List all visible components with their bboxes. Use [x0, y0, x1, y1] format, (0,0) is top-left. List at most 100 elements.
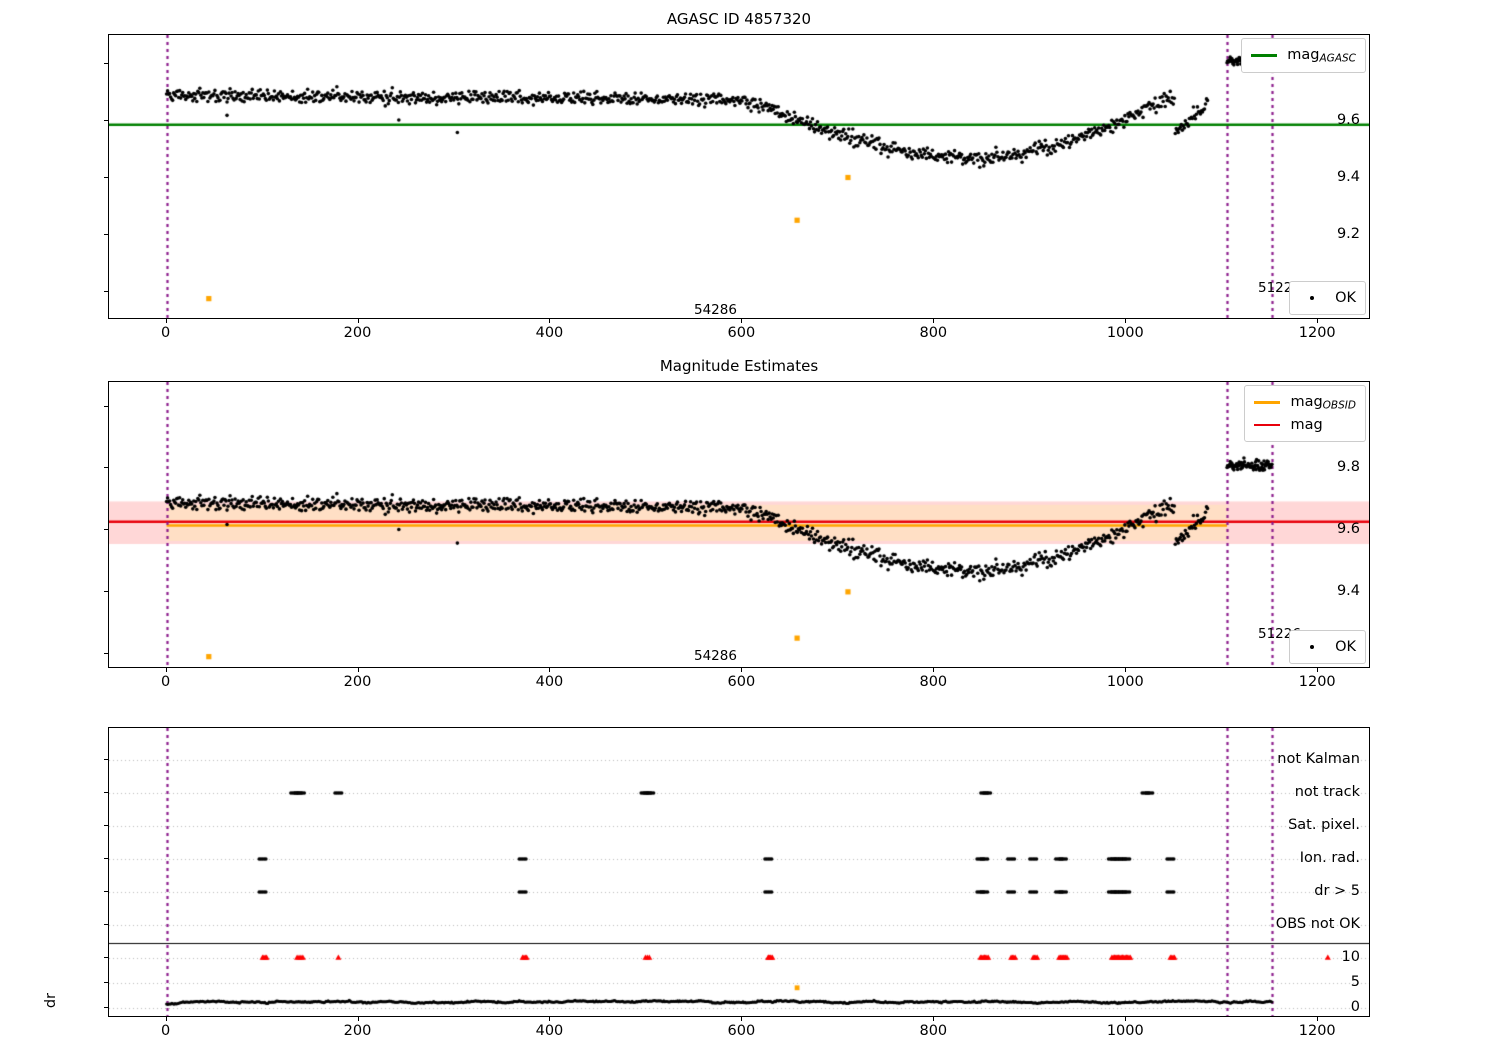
x-tick-mark — [1125, 668, 1127, 672]
y-tick-mark — [104, 529, 108, 531]
legend-middle-points[interactable]: OK — [1289, 629, 1366, 664]
x-tick-label: 400 — [535, 1023, 564, 1039]
dr-tick-label: 5 — [1350, 973, 1360, 990]
x-tick-mark — [165, 319, 167, 323]
mag-agasc-line-icon — [1251, 54, 1278, 57]
y-tick-mark — [104, 405, 108, 407]
y-tick-label: 9.6 — [1336, 521, 1360, 538]
ok-point-icon — [1299, 295, 1325, 300]
x-tick-mark — [1125, 1017, 1127, 1021]
dr-tick-label: 0 — [1350, 998, 1360, 1015]
x-tick-label: 0 — [160, 1023, 171, 1039]
x-tick-label: 400 — [535, 325, 564, 341]
x-tick-mark — [165, 1017, 167, 1021]
x-tick-mark — [933, 319, 935, 323]
x-tick-label: 1000 — [1106, 674, 1144, 690]
flag-label-not-track: not track — [1294, 784, 1360, 800]
x-tick-mark — [165, 668, 167, 672]
x-axis-top: 0 200 400 600 800 1000 1200 — [108, 319, 1370, 345]
ok-point-icon — [1299, 644, 1325, 649]
y-tick-label: 9.4 — [1336, 168, 1360, 185]
y-tick-mark — [104, 290, 108, 292]
y-tick-mark — [104, 1006, 108, 1008]
y-tick-mark — [104, 924, 108, 925]
legend-middle-lines[interactable]: magOBSID mag — [1244, 385, 1366, 443]
axes-top — [108, 34, 1370, 319]
x-tick-mark — [741, 319, 743, 323]
x-tick-label: 1000 — [1106, 1023, 1144, 1039]
legend-top-points[interactable]: OK — [1289, 280, 1366, 315]
dr-tick-label: 10 — [1341, 948, 1360, 965]
y-tick-mark — [104, 119, 108, 121]
legend-label-ok-mid: OK — [1335, 638, 1356, 655]
x-tick-mark — [549, 1017, 551, 1021]
scatter-canvas-top — [109, 35, 1369, 318]
y-tick-label: 9.6 — [1336, 111, 1360, 128]
x-tick-label: 0 — [160, 325, 171, 341]
panel-flags-and-dr: not Kalman not track Sat. pixel. Ion. rad. d… — [43, 727, 1370, 1039]
x-tick-mark — [1125, 319, 1127, 323]
x-tick-label: 1200 — [1298, 674, 1336, 690]
flag-label-not-kalman: not Kalman — [1277, 751, 1360, 767]
x-tick-label: 600 — [727, 674, 756, 690]
legend-row-mag: mag — [1254, 414, 1356, 436]
y-tick-label: 9.2 — [1336, 225, 1360, 242]
x-tick-mark — [549, 668, 551, 672]
legend-label-ok: OK — [1335, 289, 1356, 306]
y-tick-mark — [104, 62, 108, 64]
x-tick-mark — [1317, 1017, 1319, 1021]
y-tick-mark — [104, 590, 108, 592]
x-tick-mark — [741, 1017, 743, 1021]
y-tick-mark — [104, 981, 108, 983]
x-tick-label: 0 — [160, 674, 171, 690]
legend-label-mag-obsid: magOBSID — [1290, 394, 1356, 412]
y-tick-mark — [104, 825, 108, 826]
x-tick-mark — [357, 1017, 359, 1021]
x-tick-mark — [933, 668, 935, 672]
legend-row-mag-obsid: magOBSID — [1254, 391, 1356, 414]
mag-obsid-line-icon — [1254, 401, 1281, 404]
panel-magnitude-agasc: AGASC ID 4857320 9.09.29.49.69.8 0200400… — [104, 10, 1370, 341]
dr-axis-label: dr — [43, 993, 60, 1009]
axes-bottom — [108, 727, 1370, 1017]
mag-line-icon — [1254, 423, 1281, 427]
x-tick-label: 200 — [343, 674, 372, 690]
panel-title-magnitude-estimates: Magnitude Estimates — [659, 357, 819, 375]
x-tick-label: 600 — [727, 1023, 756, 1039]
figure-title: AGASC ID 4857320 — [666, 10, 812, 28]
y-tick-mark — [104, 467, 108, 469]
x-tick-mark — [1317, 319, 1319, 323]
x-tick-label: 200 — [343, 1023, 372, 1039]
flag-label-ion-rad: Ion. rad. — [1299, 850, 1360, 866]
y-tick-mark — [104, 176, 108, 178]
legend-label-mag-agasc: magAGASC — [1287, 47, 1356, 65]
x-tick-mark — [933, 1017, 935, 1021]
legend-label-mag: mag — [1290, 416, 1323, 433]
flag-label-obs-not-ok: OBS not OK — [1275, 916, 1360, 932]
y-tick-label: 9.4 — [1336, 582, 1360, 599]
y-tick-mark — [104, 652, 108, 654]
flag-label-sat-pixel: Sat. pixel. — [1288, 817, 1360, 833]
x-axis-middle: 0 200 400 600 800 1000 1200 — [108, 668, 1370, 694]
x-tick-label: 400 — [535, 674, 564, 690]
x-tick-label: 600 — [727, 325, 756, 341]
x-tick-mark — [357, 668, 359, 672]
x-tick-label: 1000 — [1106, 325, 1144, 341]
x-tick-label: 800 — [919, 325, 948, 341]
legend-row-ok-mid: OK — [1299, 636, 1356, 658]
x-tick-mark — [549, 319, 551, 323]
x-axis-bottom: 0 200 400 600 800 1000 1200 — [108, 1017, 1370, 1043]
legend-top-lines[interactable]: magAGASC — [1241, 38, 1366, 73]
flag-label-dr-5: dr > 5 — [1314, 883, 1360, 899]
legend-row-mag-agasc: magAGASC — [1251, 44, 1356, 67]
scatter-canvas-middle — [109, 382, 1369, 667]
legend-row-ok: OK — [1299, 287, 1356, 309]
x-tick-mark — [1317, 668, 1319, 672]
y-tick-mark — [104, 956, 108, 958]
y-tick-mark — [104, 759, 108, 760]
x-tick-label: 200 — [343, 325, 372, 341]
y-tick-mark — [104, 891, 108, 892]
y-tick-mark — [104, 858, 108, 859]
y-tick-mark — [104, 233, 108, 235]
x-tick-label: 800 — [919, 1023, 948, 1039]
